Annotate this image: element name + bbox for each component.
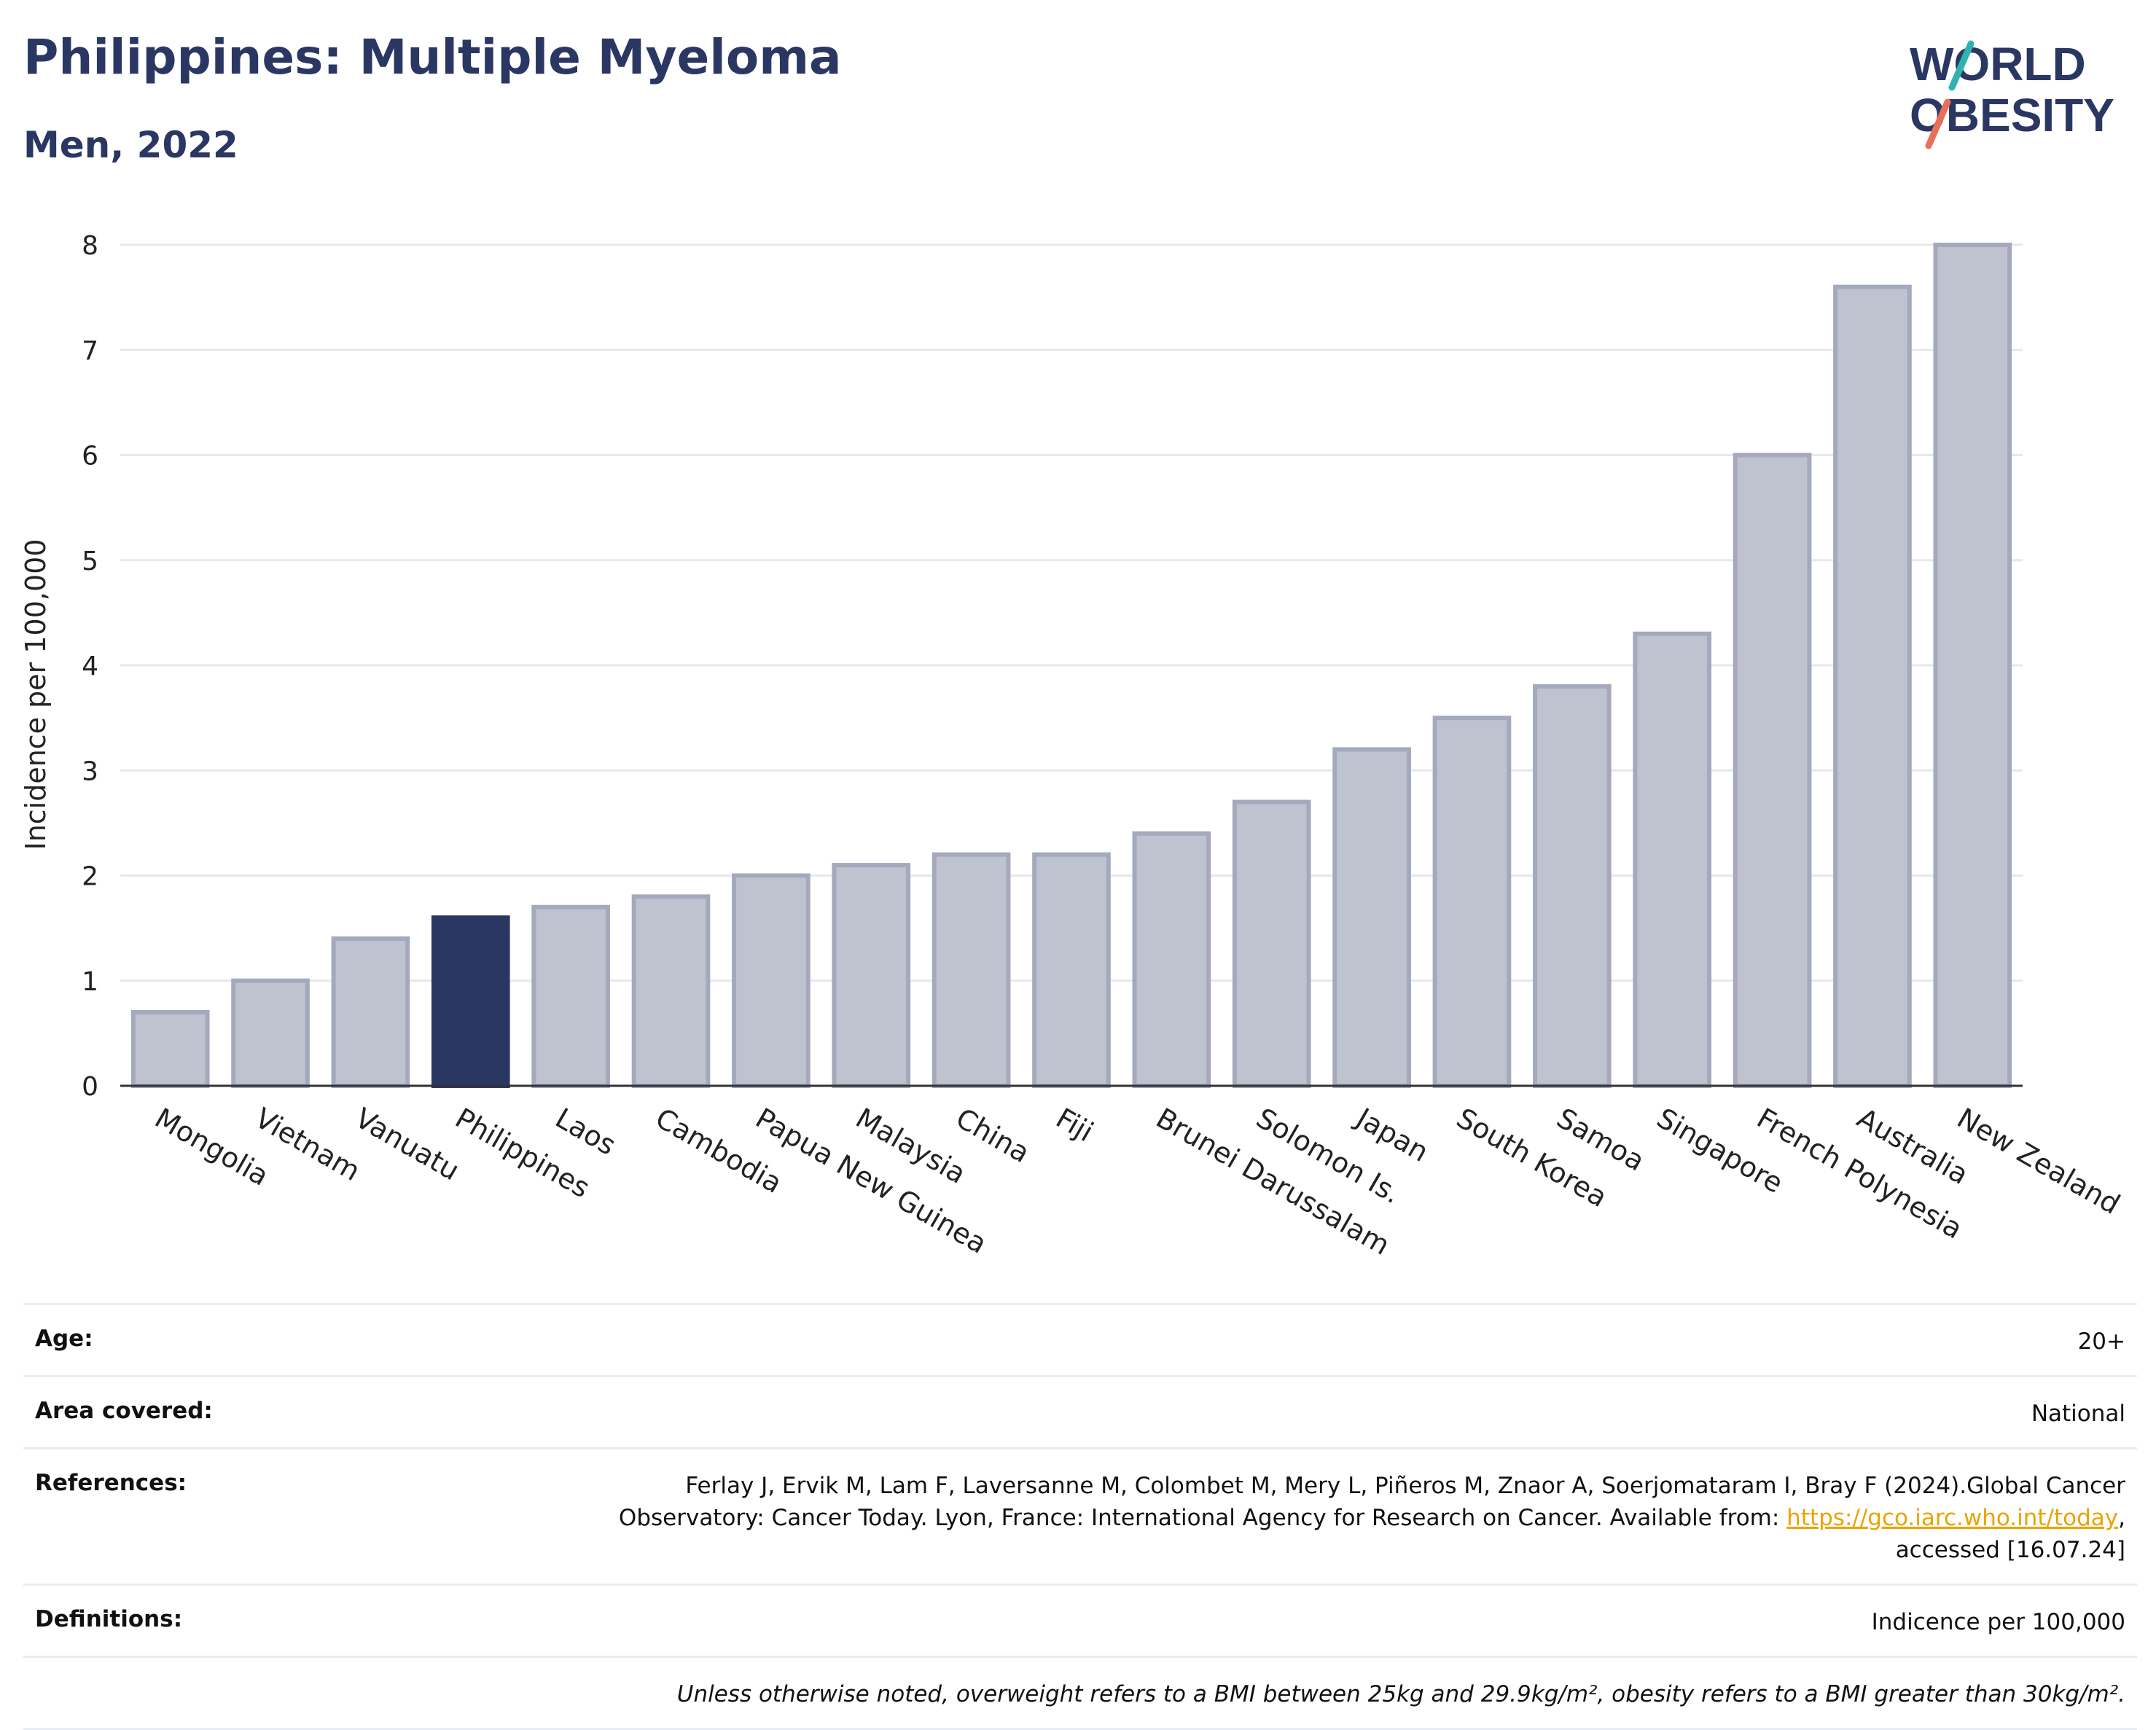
- x-tick-label: Fiji: [1051, 1102, 1099, 1148]
- bar-philippines: [431, 915, 510, 1089]
- bar-fiji: [1032, 852, 1111, 1089]
- bar-vanuatu: [331, 936, 410, 1089]
- bar-new-zealand: [1933, 243, 2012, 1088]
- area-label: Area covered:: [35, 1398, 213, 1424]
- references-link[interactable]: https://gco.iarc.who.int/today: [1786, 1505, 2119, 1531]
- logo-text-world: WORLD: [1910, 38, 2086, 90]
- bar-laos: [531, 904, 610, 1089]
- x-tick-label: Laos: [550, 1102, 622, 1162]
- bars: [130, 243, 2012, 1089]
- world-obesity-logo: WORLD OBESITY: [1910, 38, 2114, 149]
- y-tick-labels: 0 1 2 3 4 5 6 7 8: [82, 231, 98, 1102]
- y-tick-label: 1: [82, 967, 98, 997]
- y-tick-label: 5: [82, 547, 98, 576]
- bar-south-korea: [1432, 716, 1512, 1088]
- y-tick-label: 4: [82, 651, 98, 681]
- bar-brunei-darussalam: [1132, 831, 1211, 1088]
- y-tick-label: 3: [82, 756, 98, 786]
- y-tick-label: 0: [82, 1072, 98, 1102]
- info-row-references: References: Ferlay J, Ervik M, Lam F, La…: [23, 1449, 2137, 1586]
- info-table: Age: 20+ Area covered: National Referenc…: [23, 1303, 2137, 1730]
- y-tick-label: 6: [82, 442, 98, 471]
- definitions-label: Definitions:: [35, 1606, 183, 1632]
- info-row-area: Area covered: National: [23, 1377, 2137, 1449]
- y-tick-label: 8: [82, 231, 98, 261]
- bar-cambodia: [631, 894, 711, 1088]
- x-tick-label: Mongolia: [149, 1102, 274, 1192]
- bar-china: [931, 852, 1011, 1089]
- references-line-2: Observatory: Cancer Today. Lyon, France:…: [618, 1505, 1787, 1531]
- info-row-definitions: Definitions: Indicence per 100,000: [23, 1586, 2137, 1658]
- bar-french-polynesia: [1733, 453, 1812, 1088]
- references-value: Ferlay J, Ervik M, Lam F, Laversanne M, …: [619, 1470, 2125, 1566]
- bar-australia: [1833, 284, 1912, 1089]
- bar-chart: 0 1 2 3 4 5 6 7 8 MongoliaVietnamVanuatuPhilippi…: [20, 231, 2125, 1261]
- page-title: Philippines: Multiple Myeloma: [23, 29, 842, 85]
- y-axis-label: Incidence per 100,000: [20, 539, 52, 850]
- info-row-age: Age: 20+: [23, 1305, 2137, 1377]
- x-tick-label: Vanuatu: [350, 1102, 465, 1186]
- x-tick-label: New Zealand: [1952, 1102, 2125, 1221]
- bar-solomon-is: [1232, 799, 1311, 1089]
- area-value: National: [2031, 1401, 2125, 1427]
- age-value: 20+: [2077, 1328, 2125, 1355]
- logo-slash-teal: [1948, 40, 1975, 91]
- references-line-1: Ferlay J, Ervik M, Lam F, Laversanne M, …: [685, 1473, 2125, 1499]
- references-line-2-end: ,: [2118, 1505, 2125, 1531]
- bar-mongolia: [130, 1010, 210, 1089]
- info-row-note: Unless otherwise noted, overweight refer…: [23, 1658, 2137, 1730]
- y-tick-label: 2: [82, 862, 98, 892]
- bar-vietnam: [231, 978, 310, 1088]
- bmi-note: Unless otherwise noted, overweight refer…: [676, 1681, 2125, 1707]
- references-label: References:: [35, 1470, 187, 1496]
- logo-slash-coral: [1925, 98, 1951, 149]
- definitions-value: Indicence per 100,000: [1871, 1609, 2125, 1635]
- bar-samoa: [1533, 684, 1612, 1088]
- bar-papua-new-guinea: [732, 873, 811, 1088]
- page-subtitle: Men, 2022: [23, 124, 238, 166]
- bar-japan: [1332, 747, 1411, 1089]
- bar-singapore: [1633, 631, 1712, 1088]
- bar-malaysia: [832, 863, 911, 1088]
- age-label: Age:: [35, 1326, 93, 1352]
- references-line-3: accessed [16.07.24]: [1895, 1537, 2125, 1563]
- y-tick-label: 7: [82, 336, 98, 366]
